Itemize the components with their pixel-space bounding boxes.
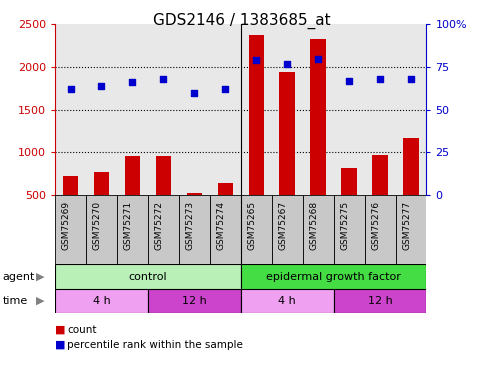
Bar bbox=[55, 289, 148, 313]
Point bbox=[284, 61, 291, 67]
Text: GSM75269: GSM75269 bbox=[61, 201, 71, 250]
Bar bbox=[63, 176, 78, 238]
Text: GSM75270: GSM75270 bbox=[92, 201, 101, 250]
Text: GSM75275: GSM75275 bbox=[340, 201, 349, 250]
Text: ■: ■ bbox=[55, 340, 66, 350]
Point bbox=[190, 90, 198, 96]
Bar bbox=[372, 155, 388, 238]
Bar bbox=[86, 195, 117, 264]
Text: GSM75265: GSM75265 bbox=[247, 201, 256, 250]
Bar bbox=[396, 195, 426, 264]
Point bbox=[67, 86, 74, 92]
Point bbox=[314, 56, 322, 62]
Text: 4 h: 4 h bbox=[93, 296, 110, 306]
Bar bbox=[280, 72, 295, 238]
Text: control: control bbox=[128, 272, 167, 282]
Text: GSM75277: GSM75277 bbox=[402, 201, 411, 250]
Point bbox=[221, 86, 229, 92]
Bar bbox=[241, 195, 272, 264]
Text: percentile rank within the sample: percentile rank within the sample bbox=[67, 340, 243, 350]
Text: GSM75276: GSM75276 bbox=[371, 201, 380, 250]
Bar bbox=[341, 168, 357, 238]
Text: 12 h: 12 h bbox=[182, 296, 207, 306]
Bar bbox=[55, 195, 86, 264]
Text: GSM75273: GSM75273 bbox=[185, 201, 194, 250]
Point bbox=[98, 83, 105, 89]
Bar bbox=[125, 156, 140, 238]
Bar bbox=[303, 195, 334, 264]
Point bbox=[376, 76, 384, 82]
Bar bbox=[403, 138, 419, 238]
Bar bbox=[241, 289, 334, 313]
Point bbox=[253, 57, 260, 63]
Bar bbox=[241, 264, 426, 289]
Bar bbox=[217, 183, 233, 238]
Point bbox=[407, 76, 415, 82]
Text: GDS2146 / 1383685_at: GDS2146 / 1383685_at bbox=[153, 13, 330, 29]
Text: GSM75272: GSM75272 bbox=[155, 201, 163, 249]
Bar bbox=[210, 195, 241, 264]
Bar bbox=[148, 289, 241, 313]
Point bbox=[345, 78, 353, 84]
Bar bbox=[334, 289, 426, 313]
Bar bbox=[365, 195, 396, 264]
Text: time: time bbox=[2, 296, 28, 306]
Bar bbox=[272, 195, 303, 264]
Bar bbox=[117, 195, 148, 264]
Text: agent: agent bbox=[2, 272, 35, 282]
Bar bbox=[148, 195, 179, 264]
Text: 4 h: 4 h bbox=[278, 296, 296, 306]
Bar bbox=[55, 264, 241, 289]
Point bbox=[128, 80, 136, 86]
Bar bbox=[334, 195, 365, 264]
Text: GSM75268: GSM75268 bbox=[309, 201, 318, 250]
Bar bbox=[94, 172, 109, 238]
Text: ▶: ▶ bbox=[36, 296, 45, 306]
Text: 12 h: 12 h bbox=[368, 296, 392, 306]
Point bbox=[159, 76, 167, 82]
Text: GSM75267: GSM75267 bbox=[278, 201, 287, 250]
Bar bbox=[179, 195, 210, 264]
Bar bbox=[249, 34, 264, 238]
Text: GSM75274: GSM75274 bbox=[216, 201, 225, 249]
Text: ■: ■ bbox=[55, 325, 66, 335]
Bar bbox=[156, 156, 171, 238]
Text: epidermal growth factor: epidermal growth factor bbox=[266, 272, 401, 282]
Bar bbox=[186, 193, 202, 238]
Text: GSM75271: GSM75271 bbox=[124, 201, 132, 250]
Text: ▶: ▶ bbox=[36, 272, 45, 282]
Bar bbox=[311, 39, 326, 238]
Text: count: count bbox=[67, 325, 97, 335]
